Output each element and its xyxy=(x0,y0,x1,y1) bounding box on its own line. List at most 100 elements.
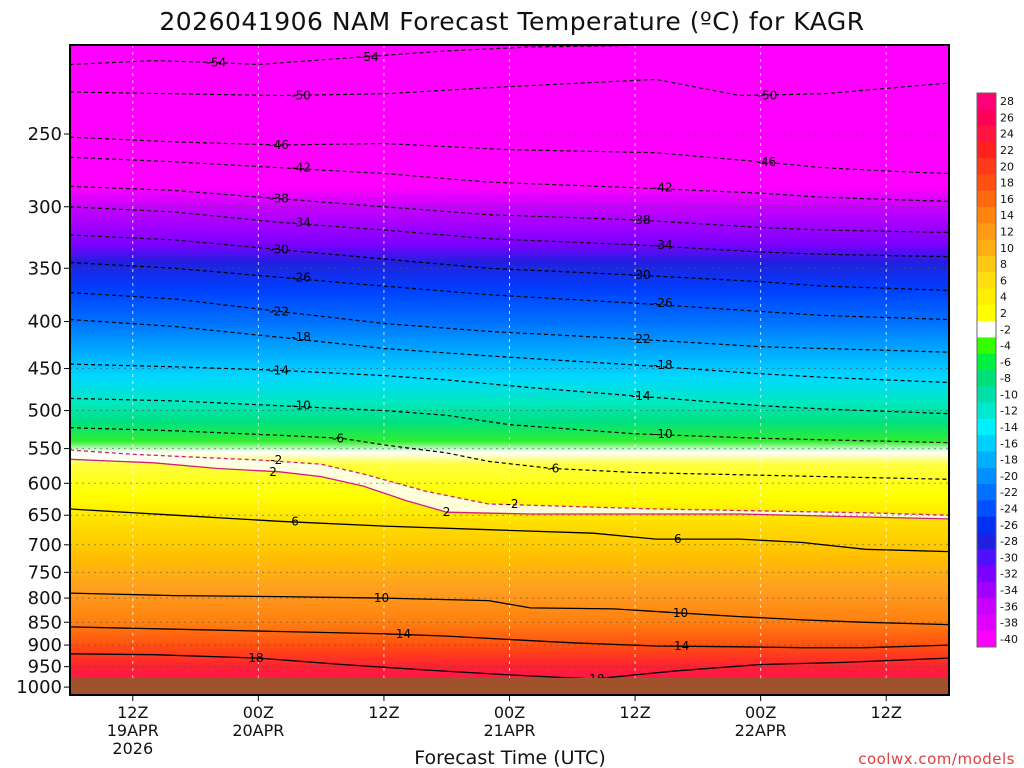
colorbar-label: 14 xyxy=(1000,209,1014,222)
contour-line xyxy=(70,626,949,649)
colorbar-swatch xyxy=(977,255,996,273)
contour-label: -42 xyxy=(653,181,673,195)
colorbar-swatch xyxy=(977,500,996,518)
colorbar-label: 8 xyxy=(1000,258,1007,271)
colorbar-label: -26 xyxy=(1000,519,1018,532)
contour-line xyxy=(70,592,949,626)
y-tick-label: 550 xyxy=(28,439,62,460)
colorbar-label: -30 xyxy=(1000,551,1018,564)
contour-label: -38 xyxy=(269,192,289,206)
contour-label: 6 xyxy=(291,514,299,528)
colorbar-label: 26 xyxy=(1000,111,1014,124)
contour-line xyxy=(70,363,949,415)
contour-label: 18 xyxy=(248,651,263,665)
contour-label: -22 xyxy=(631,332,651,346)
colorbar-label: -34 xyxy=(1000,584,1018,597)
contour-label: -46 xyxy=(757,155,777,169)
contour-label: -2 xyxy=(507,497,519,511)
contour-label: -6 xyxy=(332,431,344,445)
contour-label: -10 xyxy=(653,427,673,441)
contour-line xyxy=(70,449,949,516)
contour-label: -34 xyxy=(291,215,311,229)
x-tick-label: 00Z xyxy=(494,703,525,722)
contour-label: -26 xyxy=(291,270,311,284)
x-tick-label: 22APR xyxy=(735,721,787,740)
y-tick-label: 900 xyxy=(28,635,62,656)
colorbar-swatch xyxy=(977,174,996,192)
colorbar-label: -12 xyxy=(1000,405,1018,418)
x-tick-label: 00Z xyxy=(243,703,274,722)
colorbar-label: 28 xyxy=(1000,95,1014,108)
contour-label: -22 xyxy=(269,304,289,318)
colorbar-swatch xyxy=(977,158,996,175)
colorbar-label: -36 xyxy=(1000,600,1018,613)
colorbar-swatch xyxy=(977,239,996,257)
y-tick-label: 650 xyxy=(28,505,62,526)
contour-label: 2 xyxy=(269,465,277,479)
colorbar-label: 24 xyxy=(1000,128,1014,141)
colorbar-label: -28 xyxy=(1000,535,1018,548)
contour-line xyxy=(70,427,949,480)
y-tick-label: 300 xyxy=(28,197,62,218)
contour-label: 6 xyxy=(674,532,682,546)
y-tick-label: 400 xyxy=(28,312,62,333)
y-tick-label: 800 xyxy=(28,588,62,609)
y-tick-label: 1000 xyxy=(16,677,62,698)
colorbar-label: -8 xyxy=(1000,372,1011,385)
y-axis-ticks: 2503003504004505005506006507007508008509… xyxy=(16,124,70,698)
contour-line xyxy=(70,458,949,520)
colorbar-label: -24 xyxy=(1000,503,1018,516)
colorbar-label: -4 xyxy=(1000,340,1011,353)
colorbar-swatch xyxy=(977,532,996,550)
x-tick-label: 12Z xyxy=(117,703,148,722)
colorbar-swatch xyxy=(977,402,996,420)
contour-lines: -54 -54-50 -50-46-46-42-42-38-38-34-34-30-… xyxy=(70,45,949,686)
contour-label: 14 xyxy=(396,627,411,641)
colorbar-label: 12 xyxy=(1000,226,1014,239)
y-tick-label: 750 xyxy=(28,562,62,583)
y-tick-label: 700 xyxy=(28,535,62,556)
chart-title: 2026041906 NAM Forecast Temperature (ºC)… xyxy=(159,7,864,36)
colorbar-label: 2 xyxy=(1000,307,1007,320)
x-tick-label: 12Z xyxy=(871,703,902,722)
x-tick-label: 00Z xyxy=(745,703,776,722)
colorbar-label: -16 xyxy=(1000,437,1018,450)
contour-label: 10 xyxy=(673,606,688,620)
contour-label: -10 xyxy=(291,399,311,413)
colorbar-swatch xyxy=(977,467,996,485)
y-tick-label: 950 xyxy=(28,657,62,678)
ground-surface xyxy=(70,678,949,695)
colorbar-swatch xyxy=(977,190,996,208)
colorbar-swatch xyxy=(977,321,996,338)
contour-line xyxy=(70,136,949,175)
colorbar-swatch xyxy=(977,370,996,387)
colorbar-label: -20 xyxy=(1000,470,1018,483)
plot-area: -54 -54-50 -50-46-46-42-42-38-38-34-34-30-… xyxy=(70,45,949,695)
colorbar-label: -14 xyxy=(1000,421,1018,434)
contour-label: -54 xyxy=(207,56,227,70)
x-axis-label: Forecast Time (UTC) xyxy=(414,747,605,768)
contour-label: -30 xyxy=(631,268,651,282)
contour-label: -26 xyxy=(653,296,673,310)
colorbar-swatch xyxy=(977,386,996,404)
contour-line xyxy=(70,45,657,66)
colorbar-swatch xyxy=(977,125,996,143)
contour-label: -50 xyxy=(758,89,778,103)
colorbar-swatch xyxy=(977,288,996,306)
colorbar-swatch xyxy=(977,484,996,501)
colorbar: 28 26 24 22 20 18 16 14 12 10 8 6 4 2 -2 -4 -6 -8 -10 -12 -1… xyxy=(976,92,1018,648)
colorbar-frame xyxy=(976,92,997,648)
colorbar-label: 18 xyxy=(1000,177,1014,190)
colorbar-label: -38 xyxy=(1000,617,1018,630)
colorbar-swatch xyxy=(977,304,996,322)
contour-label: -18 xyxy=(291,330,311,344)
x-tick-label: 20APR xyxy=(232,721,284,740)
colorbar-label: 20 xyxy=(1000,160,1014,173)
colorbar-label: -32 xyxy=(1000,568,1018,581)
colorbar-swatch xyxy=(977,435,996,452)
colorbar-label: 4 xyxy=(1000,291,1007,304)
y-tick-label: 850 xyxy=(28,612,62,633)
colorbar-swatch xyxy=(977,630,996,648)
